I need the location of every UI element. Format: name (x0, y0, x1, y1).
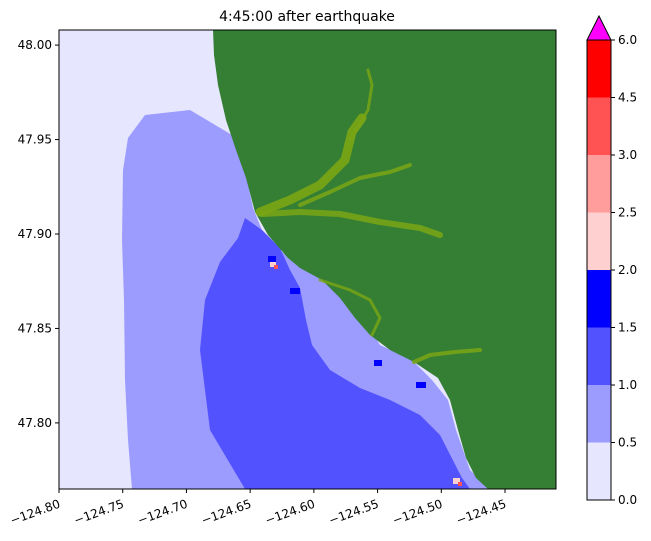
amplitude-spot-red (274, 265, 278, 269)
colorbar-tick-label: 1.5 (618, 321, 637, 335)
y-tick-label: 47.95 (18, 133, 52, 147)
colorbar-segment (587, 155, 611, 213)
x-axis: −124.80 −124.75 −124.70 −124.65 −124.60 −124.… (8, 489, 508, 528)
colorbar-segment (587, 212, 611, 270)
colorbar: 0.0 0.5 1.0 1.5 2.0 2.5 3.0 4.5 6.0 (586, 14, 637, 507)
colorbar-tick-label: 1.0 (618, 378, 637, 392)
amplitude-spot-pink-2 (453, 478, 460, 484)
river-channel-3 (298, 163, 412, 207)
y-tick-label: 47.90 (18, 227, 52, 241)
river-channel-4 (348, 68, 374, 142)
amplitude-spot-blue (268, 256, 276, 262)
plot-frame (58, 29, 557, 490)
amplitude-spot-blue-3 (374, 360, 382, 366)
colorbar-tick-label: 4.5 (618, 91, 637, 105)
y-tick-label: 47.80 (18, 416, 52, 430)
colorbar-tick-label: 0.5 (618, 436, 637, 450)
colorbar-tick-label: 2.5 (618, 206, 637, 220)
colorbar-segment (587, 97, 611, 155)
river-channel (255, 113, 367, 217)
y-tick-label: 48.00 (18, 38, 52, 52)
x-tick-label: −124.65 (199, 497, 253, 528)
colorbar-tick-label: 0.0 (618, 493, 637, 507)
amplitude-spot-pink (270, 262, 276, 267)
x-tick-label: −124.50 (391, 497, 445, 528)
colorbar-segment (587, 270, 611, 328)
colorbar-segment (587, 442, 611, 500)
amplitude-spot-blue-4 (416, 382, 426, 388)
colorbar-tick-label: 6.0 (618, 33, 637, 47)
colorbar-segment (587, 40, 611, 98)
x-tick-label: −124.55 (327, 497, 381, 528)
colorbar-tick-label: 2.0 (618, 263, 637, 277)
colorbar-extend-arrow (586, 14, 612, 41)
plot-area (59, 30, 556, 489)
river-channel-2 (259, 209, 443, 238)
x-tick-label: −124.70 (136, 497, 190, 528)
amplitude-spot-red-2 (458, 482, 462, 486)
x-tick-label: −124.60 (263, 497, 317, 528)
colorbar-segment (587, 385, 611, 443)
y-axis: 47.80 47.85 47.90 47.95 48.00 (18, 38, 59, 430)
amplitude-spot-blue-2 (290, 288, 300, 294)
colorbar-tick-label: 3.0 (618, 148, 637, 162)
river-channel-5 (318, 278, 382, 337)
chart-title: 4:45:00 after earthquake (219, 9, 395, 25)
land-area (213, 30, 556, 489)
x-tick-label: −124.45 (454, 497, 508, 528)
colorbar-segment (587, 327, 611, 385)
x-tick-label: −124.80 (8, 497, 62, 528)
river-channel-6 (412, 348, 482, 364)
y-tick-label: 47.85 (18, 321, 52, 335)
x-tick-label: −124.75 (72, 497, 126, 528)
amplitude-region-2 (200, 218, 470, 489)
